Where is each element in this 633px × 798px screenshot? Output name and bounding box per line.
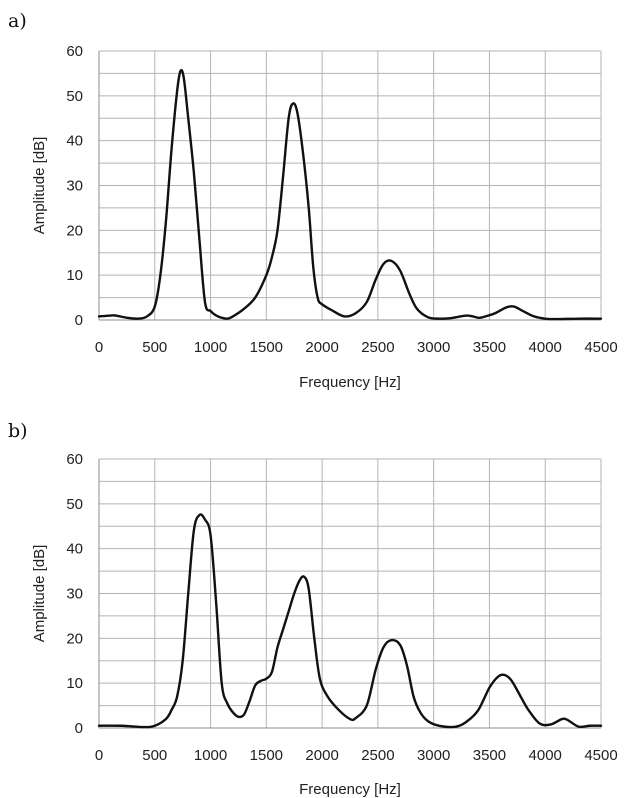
x-tick-label: 3000	[417, 339, 450, 356]
y-tick-label: 10	[66, 675, 83, 692]
panel-label: b)	[8, 420, 28, 442]
x-tick-label: 1000	[194, 339, 227, 356]
x-tick-label: 3000	[417, 747, 450, 764]
x-tick-label: 1000	[194, 747, 227, 764]
x-tick-label: 500	[142, 339, 167, 356]
x-tick-label: 2000	[305, 339, 338, 356]
y-tick-label: 10	[66, 267, 83, 284]
x-tick-label: 4000	[529, 747, 562, 764]
x-tick-label: 2500	[361, 339, 394, 356]
x-tick-label: 0	[95, 747, 103, 764]
x-tick-label: 3500	[473, 339, 506, 356]
y-tick-label: 20	[66, 630, 83, 647]
spectrum-line	[97, 68, 603, 321]
y-tick-label: 0	[75, 720, 83, 737]
y-tick-label: 20	[66, 222, 83, 239]
y-tick-label: 30	[66, 178, 83, 195]
y-tick-label: 60	[66, 43, 83, 60]
panel-label: a)	[8, 10, 27, 32]
y-tick-label: 40	[66, 541, 83, 558]
y-tick-label: 50	[66, 88, 83, 105]
y-tick-label: 50	[66, 496, 83, 513]
x-tick-label: 4000	[529, 339, 562, 356]
x-axis-title: Frequency [Hz]	[299, 781, 401, 798]
x-tick-label: 4500	[584, 339, 617, 356]
y-tick-label: 60	[66, 451, 83, 468]
x-tick-label: 4500	[584, 747, 617, 764]
x-tick-label: 0	[95, 339, 103, 356]
chart-panel-a: a) 0 10 20 30 40 50 60 0 500 1000 1500 2000 2500 3000 3…	[8, 10, 618, 391]
y-tick-label: 30	[66, 586, 83, 603]
y-tick-label: 0	[75, 312, 83, 329]
y-axis-title: Amplitude [dB]	[31, 545, 48, 643]
chart-panel-b: b) 0 10 20 30 40 50 60 0 500 1000 1500 2000 2500 3000 3…	[8, 420, 618, 798]
x-tick-label: 2500	[361, 747, 394, 764]
x-tick-label: 1500	[250, 339, 283, 356]
x-tick-label: 3500	[473, 747, 506, 764]
x-tick-label: 500	[142, 747, 167, 764]
y-axis-title: Amplitude [dB]	[31, 137, 48, 235]
x-axis-title: Frequency [Hz]	[299, 374, 401, 391]
x-tick-label: 1500	[250, 747, 283, 764]
x-tick-label: 2000	[305, 747, 338, 764]
spectrum-line	[97, 513, 603, 729]
y-tick-label: 40	[66, 133, 83, 150]
